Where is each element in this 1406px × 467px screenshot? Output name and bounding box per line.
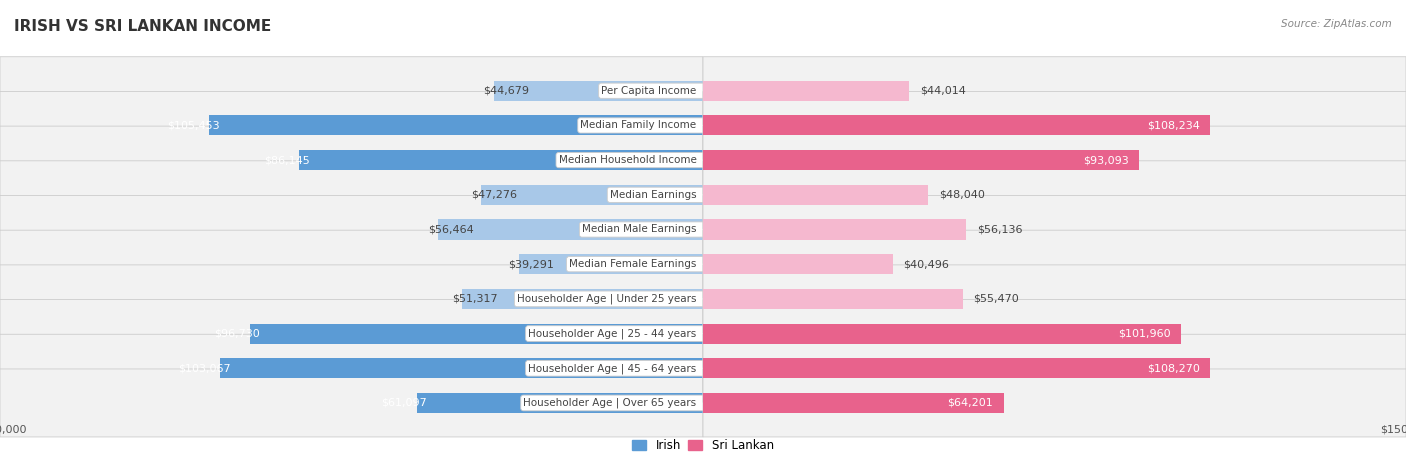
Text: $108,234: $108,234 xyxy=(1147,120,1199,130)
Bar xyxy=(250,324,703,344)
Text: Median Earnings: Median Earnings xyxy=(610,190,703,200)
Bar xyxy=(463,289,703,309)
FancyBboxPatch shape xyxy=(703,369,1406,437)
Bar xyxy=(703,358,1211,378)
FancyBboxPatch shape xyxy=(703,161,1406,229)
Legend: Irish, Sri Lankan: Irish, Sri Lankan xyxy=(627,434,779,456)
Text: $51,317: $51,317 xyxy=(451,294,498,304)
Text: Median Male Earnings: Median Male Earnings xyxy=(582,225,703,234)
FancyBboxPatch shape xyxy=(0,299,703,368)
Text: $40,496: $40,496 xyxy=(903,259,949,269)
FancyBboxPatch shape xyxy=(703,230,1406,298)
Bar xyxy=(703,219,966,240)
Text: $48,040: $48,040 xyxy=(939,190,984,200)
Text: Householder Age | Under 25 years: Householder Age | Under 25 years xyxy=(517,294,703,304)
Bar xyxy=(299,150,703,170)
Text: $64,201: $64,201 xyxy=(948,398,994,408)
Text: IRISH VS SRI LANKAN INCOME: IRISH VS SRI LANKAN INCOME xyxy=(14,19,271,34)
Bar xyxy=(439,219,703,240)
Text: Householder Age | Over 65 years: Householder Age | Over 65 years xyxy=(523,398,703,408)
Bar xyxy=(703,81,910,101)
Text: $44,679: $44,679 xyxy=(484,86,529,96)
Bar xyxy=(703,254,893,274)
FancyBboxPatch shape xyxy=(0,161,703,229)
Text: Householder Age | 25 - 44 years: Householder Age | 25 - 44 years xyxy=(529,328,703,339)
Text: Median Family Income: Median Family Income xyxy=(581,120,703,130)
Bar xyxy=(703,324,1181,344)
Text: Median Household Income: Median Household Income xyxy=(558,155,703,165)
FancyBboxPatch shape xyxy=(0,126,703,194)
FancyBboxPatch shape xyxy=(0,265,703,333)
Text: Householder Age | 45 - 64 years: Householder Age | 45 - 64 years xyxy=(529,363,703,374)
Text: $108,270: $108,270 xyxy=(1147,363,1199,373)
Bar xyxy=(481,185,703,205)
FancyBboxPatch shape xyxy=(0,230,703,298)
FancyBboxPatch shape xyxy=(0,334,703,402)
Text: $61,097: $61,097 xyxy=(381,398,427,408)
Bar xyxy=(416,393,703,413)
FancyBboxPatch shape xyxy=(0,92,703,159)
FancyBboxPatch shape xyxy=(0,196,703,263)
Text: $56,136: $56,136 xyxy=(977,225,1022,234)
Text: $44,014: $44,014 xyxy=(920,86,966,96)
FancyBboxPatch shape xyxy=(0,369,703,437)
Text: $47,276: $47,276 xyxy=(471,190,517,200)
Bar xyxy=(703,115,1211,135)
Text: Median Female Earnings: Median Female Earnings xyxy=(569,259,703,269)
Text: Source: ZipAtlas.com: Source: ZipAtlas.com xyxy=(1281,19,1392,28)
Text: $55,470: $55,470 xyxy=(973,294,1019,304)
FancyBboxPatch shape xyxy=(0,57,703,125)
Bar xyxy=(703,289,963,309)
Text: $105,453: $105,453 xyxy=(167,120,219,130)
Bar xyxy=(219,358,703,378)
FancyBboxPatch shape xyxy=(703,126,1406,194)
Text: $39,291: $39,291 xyxy=(509,259,554,269)
Bar xyxy=(703,185,928,205)
FancyBboxPatch shape xyxy=(703,196,1406,263)
FancyBboxPatch shape xyxy=(703,92,1406,159)
Bar xyxy=(703,393,1004,413)
FancyBboxPatch shape xyxy=(703,334,1406,402)
FancyBboxPatch shape xyxy=(703,299,1406,368)
Text: $93,093: $93,093 xyxy=(1083,155,1129,165)
Text: $101,960: $101,960 xyxy=(1118,329,1170,339)
Text: Per Capita Income: Per Capita Income xyxy=(602,86,703,96)
Bar xyxy=(703,150,1139,170)
Text: $103,067: $103,067 xyxy=(179,363,231,373)
Text: $96,730: $96,730 xyxy=(215,329,260,339)
Bar xyxy=(519,254,703,274)
FancyBboxPatch shape xyxy=(703,265,1406,333)
Bar xyxy=(494,81,703,101)
Text: $56,464: $56,464 xyxy=(427,225,474,234)
Text: $86,145: $86,145 xyxy=(264,155,309,165)
Bar xyxy=(208,115,703,135)
FancyBboxPatch shape xyxy=(703,57,1406,125)
